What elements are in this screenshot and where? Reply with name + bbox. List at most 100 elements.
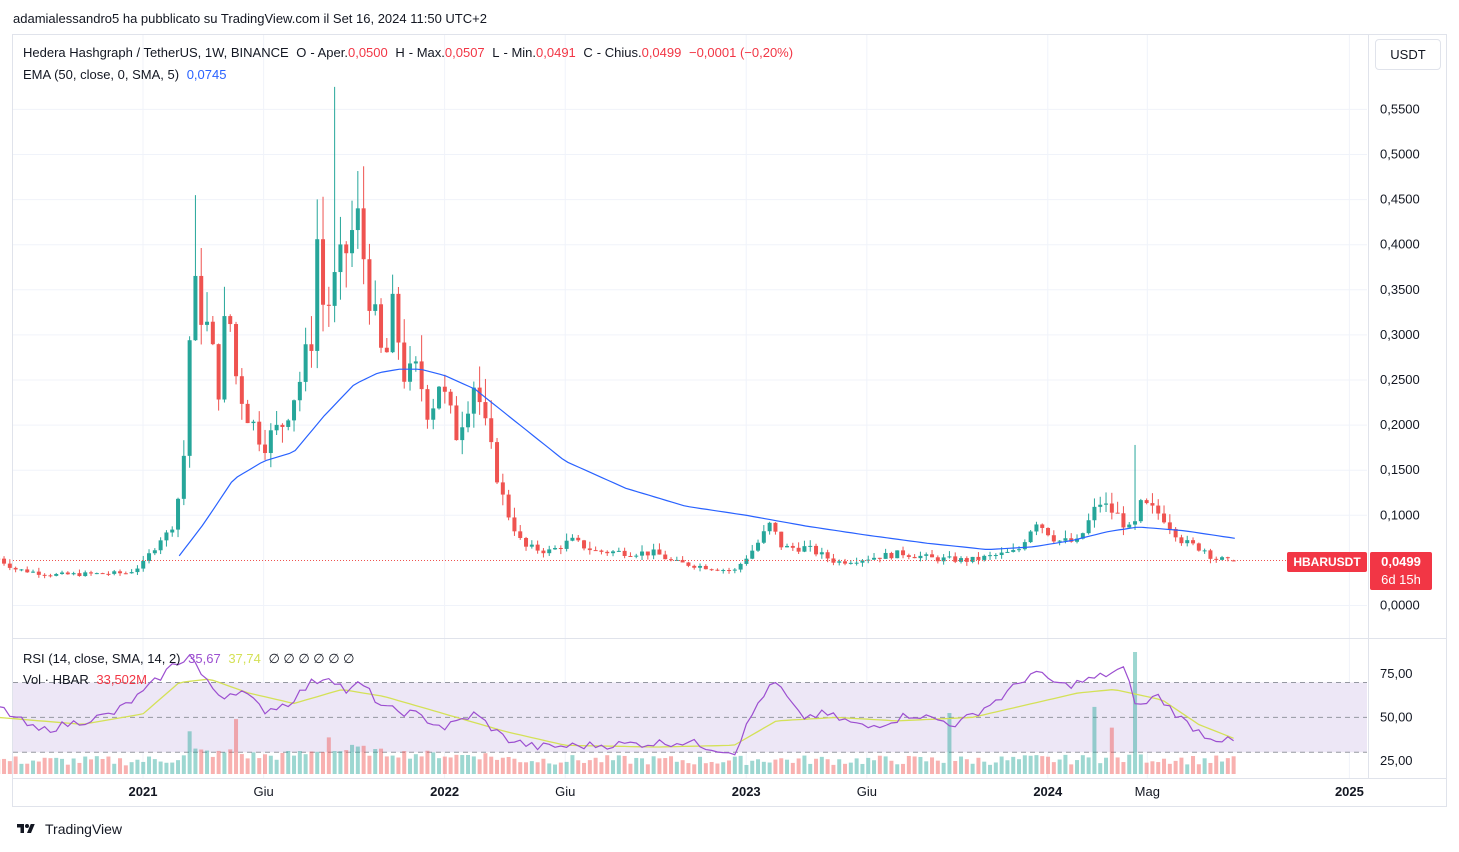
volume-bar xyxy=(89,759,94,774)
volume-bar xyxy=(703,763,708,774)
candle-body xyxy=(483,402,488,419)
volume-bar xyxy=(2,758,7,774)
volume-bar xyxy=(993,762,998,774)
price-tick-label: 0,3500 xyxy=(1380,282,1420,297)
volume-bar xyxy=(1214,755,1219,774)
candle-body xyxy=(1034,524,1039,532)
close-text: - Chius. xyxy=(596,45,642,60)
volume-bar xyxy=(379,748,384,774)
footer-brand[interactable]: TradingView xyxy=(13,821,122,837)
candle-body xyxy=(518,531,523,538)
volume-bar xyxy=(141,761,146,774)
last-price-tag: 0,0499 6d 15h xyxy=(1370,552,1432,590)
time-tick-label: Mag xyxy=(1135,784,1160,799)
low-value: 0,0491 xyxy=(536,45,576,60)
candle-body xyxy=(471,387,476,414)
candle-body xyxy=(529,544,534,547)
volume-bar xyxy=(280,752,285,774)
volume-bar xyxy=(268,755,273,774)
candle-body xyxy=(732,569,737,571)
volume-bar xyxy=(854,758,859,774)
volume-label[interactable]: Vol · HBAR xyxy=(23,672,89,687)
rsi-label[interactable]: RSI (14, close, SMA, 14, 2) xyxy=(23,651,181,666)
volume-bar xyxy=(332,751,337,774)
volume-bar xyxy=(767,762,772,774)
symbol-name[interactable]: Hedera Hashgraph / TetherUS, 1W, BINANCE xyxy=(23,45,289,60)
volume-bar xyxy=(866,757,871,774)
candle-body xyxy=(1133,521,1138,525)
time-tick-label: Giu xyxy=(555,784,575,799)
volume-bar xyxy=(686,763,691,774)
candle-body xyxy=(274,424,279,431)
candle-body xyxy=(1214,558,1219,560)
candle-body xyxy=(1191,540,1196,544)
volume-bar xyxy=(297,751,302,774)
time-tick-label: 2021 xyxy=(129,784,158,799)
volume-bar xyxy=(605,755,610,774)
volume-bar xyxy=(1225,758,1230,774)
candle-body xyxy=(721,570,726,572)
candle-body xyxy=(651,549,656,556)
volume-bar xyxy=(54,757,59,774)
volume-bar xyxy=(471,756,476,774)
candle-body xyxy=(912,556,917,559)
candle-body xyxy=(402,342,407,382)
volume-bar xyxy=(779,758,784,774)
candle-body xyxy=(883,552,888,559)
volume-bar xyxy=(1075,760,1080,774)
volume-bar xyxy=(1179,757,1184,774)
candle-body xyxy=(338,244,343,273)
volume-bar xyxy=(1080,755,1085,774)
volume-bar xyxy=(245,758,250,774)
candle-body xyxy=(257,421,262,445)
candle-body xyxy=(640,551,645,556)
symbol-price-tag: HBARUSDT xyxy=(1287,552,1367,572)
chart-frame xyxy=(12,34,1447,807)
candle-body xyxy=(77,573,82,577)
rsi-tick-label: 25,00 xyxy=(1380,753,1413,768)
volume-bar xyxy=(251,752,256,774)
last-price: 0,0499 xyxy=(1381,554,1421,569)
volume-value: 33,502M xyxy=(96,672,147,687)
candle-body xyxy=(141,560,146,569)
currency-unit-button[interactable]: USDT xyxy=(1375,39,1441,70)
volume-bar xyxy=(1005,760,1010,774)
candle-body xyxy=(245,403,250,424)
candle-body xyxy=(686,562,691,566)
candle-body xyxy=(437,386,442,409)
ema-label[interactable]: EMA (50, close, 0, SMA, 5) xyxy=(23,67,180,82)
candle-body xyxy=(1075,538,1080,542)
volume-bar xyxy=(582,762,587,774)
price-tick-label: 0,3000 xyxy=(1380,327,1420,342)
candle-body xyxy=(901,550,906,556)
candle-body xyxy=(31,571,36,573)
candle-body xyxy=(848,562,853,564)
volume-bar xyxy=(222,752,227,774)
time-tick-label: Giu xyxy=(857,784,877,799)
candle-body xyxy=(669,559,674,561)
candle-body xyxy=(703,565,708,570)
candle-body xyxy=(657,549,662,555)
candle-body xyxy=(547,549,552,554)
volume-bar xyxy=(785,759,790,774)
close-value: 0,0499 xyxy=(641,45,682,60)
candle-body xyxy=(645,551,650,556)
candle-body xyxy=(25,569,30,573)
candle-body xyxy=(767,522,772,532)
volume-bar xyxy=(796,758,801,774)
candle-body xyxy=(303,344,308,382)
volume-bar xyxy=(518,762,523,774)
volume-bar xyxy=(773,759,778,774)
candle-body xyxy=(553,548,558,550)
candle-body xyxy=(1028,531,1033,543)
candle-body xyxy=(895,550,900,559)
publisher-line: adamialessandro5 ha pubblicato su Tradin… xyxy=(13,11,487,26)
candle-body xyxy=(216,344,221,400)
candle-body xyxy=(489,418,494,443)
volume-bar xyxy=(535,762,540,774)
volume-bar xyxy=(860,763,865,774)
volume-bar xyxy=(889,760,894,774)
change-value: −0,0001 (−0,20%) xyxy=(688,45,794,60)
candle-body xyxy=(976,556,981,560)
